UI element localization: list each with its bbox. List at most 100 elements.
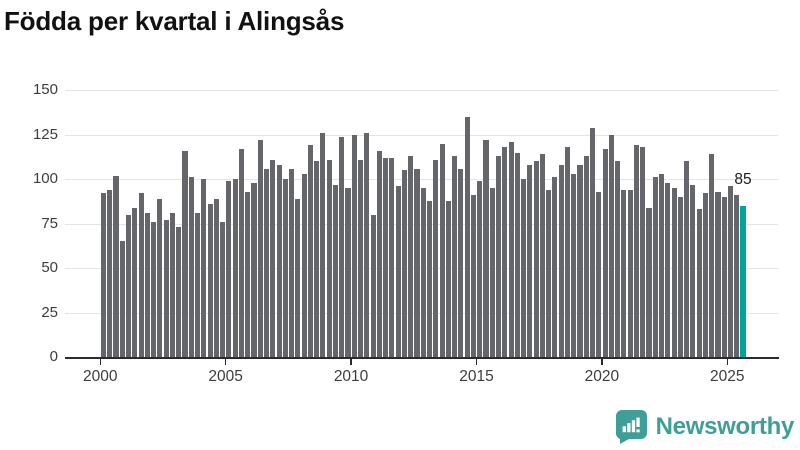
- bar-2019Q3: [590, 127, 596, 357]
- bar-2002Q3: [163, 220, 169, 357]
- y-axis-label-0: 0: [49, 348, 58, 365]
- bar-2022Q3: [665, 182, 671, 357]
- y-axis-label-150: 150: [32, 81, 58, 99]
- y-axis-label-100: 100: [32, 170, 58, 188]
- bar-2006Q3: [263, 168, 270, 357]
- bar-2025Q2: [734, 195, 740, 357]
- bar-2021Q1: [627, 189, 633, 357]
- bar-2019Q2: [583, 156, 589, 357]
- bar-2004Q4: [220, 221, 226, 357]
- bar-2006Q4: [270, 159, 276, 357]
- bar-2012Q1: [401, 170, 407, 357]
- bar-2020Q2: [608, 134, 614, 357]
- bar-2014Q4: [470, 195, 476, 357]
- bar-2003Q1: [176, 227, 182, 357]
- x-tick-2020: [601, 359, 603, 365]
- bar-2017Q3: [539, 154, 545, 357]
- x-tick-2025: [726, 359, 728, 365]
- bar-2012Q4: [420, 188, 426, 357]
- bar-2009Q3: [339, 136, 345, 357]
- bar-2008Q3: [314, 161, 320, 357]
- bar-2016Q3: [514, 152, 520, 357]
- bar-2009Q2: [332, 184, 339, 357]
- bar-2024Q2: [709, 154, 715, 357]
- bar-2007Q2: [282, 179, 288, 357]
- bar-2012Q3: [414, 168, 420, 357]
- x-tick-2000: [99, 359, 101, 365]
- bar-2023Q4: [696, 209, 702, 357]
- bar-2018Q2: [558, 164, 564, 357]
- bar-2005Q1: [226, 180, 232, 357]
- x-axis-line: [65, 357, 779, 359]
- bar-2018Q1: [552, 177, 558, 357]
- bar-2022Q1: [652, 177, 658, 357]
- bar-2022Q4: [671, 188, 677, 357]
- bar-2019Q4: [596, 191, 602, 357]
- bar-2015Q3: [489, 188, 495, 357]
- y-axis-label-75: 75: [41, 214, 58, 232]
- bar-2002Q4: [169, 212, 175, 357]
- bar-2004Q3: [213, 198, 219, 357]
- bar-2002Q2: [157, 198, 163, 357]
- gridline-100: [65, 179, 778, 181]
- bar-2003Q2: [182, 150, 188, 357]
- highlight-value-label: 85: [734, 171, 752, 188]
- bar-2000Q1: [100, 193, 107, 357]
- bar-2002Q1: [151, 221, 157, 357]
- bar-2013Q3: [439, 143, 445, 357]
- bar-2011Q1: [376, 150, 382, 357]
- bar-2011Q3: [389, 157, 395, 357]
- newsworthy-bubble-chart-icon: [615, 410, 647, 444]
- bar-2007Q3: [289, 168, 295, 357]
- bar-2011Q2: [383, 157, 389, 357]
- bar-2024Q4: [721, 196, 727, 357]
- bar-2005Q3: [238, 148, 244, 357]
- bar-2001Q3: [138, 193, 144, 357]
- x-axis-label-2015: 2015: [459, 368, 494, 385]
- gridline-150: [65, 90, 778, 92]
- bar-2025Q1: [727, 186, 734, 357]
- bar-2000Q2: [107, 189, 113, 357]
- bar-2001Q4: [144, 212, 150, 357]
- bar-2000Q3: [113, 175, 119, 357]
- bar-2013Q1: [426, 200, 433, 357]
- x-axis-label-2010: 2010: [333, 368, 369, 385]
- bar-2000Q4: [119, 241, 125, 357]
- chart-title: Födda per kvartal i Alingsås: [4, 6, 345, 36]
- bar-2011Q4: [395, 186, 401, 357]
- bar-2018Q3: [564, 147, 571, 357]
- x-axis-label-2000: 2000: [83, 368, 118, 385]
- bar-2013Q4: [445, 200, 451, 357]
- bar-2010Q3: [364, 132, 370, 357]
- bar-2015Q2: [483, 140, 489, 357]
- bar-2007Q1: [276, 164, 282, 357]
- bar-2020Q1: [602, 148, 608, 357]
- bar-2016Q2: [508, 141, 514, 357]
- bar-2021Q2: [633, 145, 639, 357]
- newsworthy-logo[interactable]: Newsworthy: [615, 410, 794, 444]
- bar-2005Q2: [232, 179, 238, 357]
- bar-2008Q2: [307, 145, 313, 357]
- bar-2019Q1: [577, 164, 583, 357]
- bar-2018Q4: [571, 173, 577, 357]
- bar-2023Q2: [684, 161, 690, 357]
- y-axis-label-50: 50: [41, 259, 58, 277]
- bar-2016Q1: [502, 147, 508, 357]
- bar-2022Q2: [658, 173, 665, 357]
- gridline-125: [65, 134, 778, 136]
- bar-2017Q4: [546, 189, 552, 357]
- y-axis-label-25: 25: [41, 303, 58, 321]
- x-axis-label-2025: 2025: [710, 368, 745, 385]
- bar-2012Q2: [408, 156, 414, 357]
- bar-2023Q3: [690, 184, 696, 357]
- bar-2006Q2: [257, 140, 263, 357]
- bar-2007Q4: [295, 198, 301, 357]
- bar-2017Q2: [533, 161, 539, 357]
- bar-2010Q4: [370, 214, 376, 357]
- x-axis-label-2020: 2020: [584, 368, 620, 385]
- x-tick-2015: [475, 359, 478, 365]
- bar-2024Q3: [715, 191, 721, 357]
- bar-2001Q1: [126, 214, 132, 357]
- bar-2020Q4: [621, 189, 627, 357]
